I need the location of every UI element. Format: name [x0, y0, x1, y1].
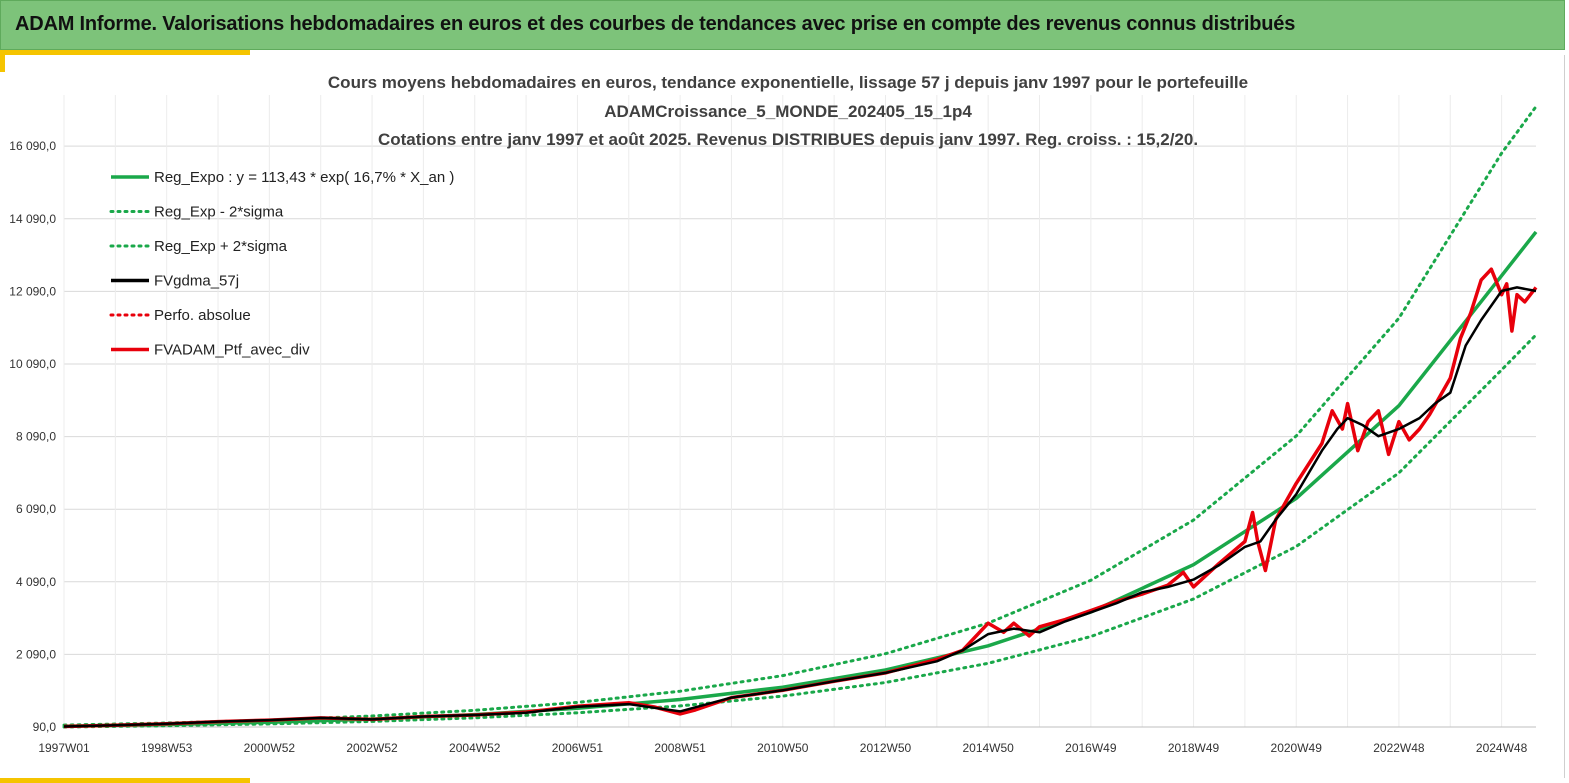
- x-tick-label: 1998W53: [141, 741, 193, 755]
- accent-bar-top: [0, 50, 250, 55]
- x-tick-label: 2020W49: [1271, 741, 1323, 755]
- fvgdma-57j-line: [63, 286, 1537, 728]
- y-tick-label: 2 090,0: [16, 647, 56, 661]
- chart-area: Cours moyens hebdomadaires en euros, ten…: [5, 55, 1565, 778]
- y-tick-label: 12 090,0: [9, 284, 56, 298]
- x-tick-label: 1997W01: [38, 741, 90, 755]
- legend: Reg_Expo : y = 113,43 * exp( 16,7% * X_a…: [109, 169, 454, 359]
- legend-label: FVgdma_57j: [154, 273, 239, 290]
- legend-label: Perfo. absolue: [154, 307, 251, 324]
- y-tick-label: 16 090,0: [9, 139, 56, 153]
- x-tick-label: 2012W50: [860, 741, 912, 755]
- legend-label: Reg_Expo : y = 113,43 * exp( 16,7% * X_a…: [154, 169, 454, 186]
- series: [62, 105, 1538, 729]
- chart-title-line-3: Cotations entre janv 1997 et août 2025. …: [378, 130, 1198, 149]
- x-tick-label: 2022W48: [1373, 741, 1425, 755]
- chart-title-line-2: ADAMCroissance_5_MONDE_202405_15_1p4: [604, 102, 972, 121]
- y-tick-label: 6 090,0: [16, 502, 56, 516]
- y-tick-label: 10 090,0: [9, 357, 56, 371]
- y-axis: 90,0 2 090,0 4 090,0 6 090,0 8 090,0 10 090,0…: [9, 139, 56, 734]
- legend-label: Reg_Exp - 2*sigma: [154, 204, 284, 221]
- y-tick-label: 90,0: [33, 720, 57, 734]
- chart-title-line-1: Cours moyens hebdomadaires en euros, ten…: [328, 73, 1248, 92]
- x-tick-label: 2000W52: [244, 741, 296, 755]
- page-title: ADAM Informe. Valorisations hebdomadaire…: [15, 13, 1296, 35]
- x-tick-label: 2008W51: [654, 741, 706, 755]
- reg-expo-line: [63, 230, 1538, 728]
- y-tick-label: 4 090,0: [16, 575, 56, 589]
- grid: [63, 95, 1536, 728]
- x-tick-label: 2014W50: [962, 741, 1014, 755]
- x-tick-label: 2010W50: [757, 741, 809, 755]
- x-tick-label: 2016W49: [1065, 741, 1117, 755]
- y-tick-label: 8 090,0: [16, 430, 56, 444]
- x-axis: 1997W01 1998W53 2000W52 2002W52 2004W52 2006W…: [38, 741, 1527, 755]
- fvadam-ptf-line: [63, 267, 1538, 729]
- x-tick-label: 2018W49: [1168, 741, 1220, 755]
- x-tick-label: 2006W51: [552, 741, 604, 755]
- reg-exp-plus-2sigma-line: [62, 105, 1538, 727]
- x-tick-label: 2024W48: [1476, 741, 1528, 755]
- header-banner: ADAM Informe. Valorisations hebdomadaire…: [0, 0, 1565, 50]
- chart-title: Cours moyens hebdomadaires en euros, ten…: [328, 73, 1248, 149]
- accent-bar-bottom: [0, 778, 250, 783]
- accent-bar-left: [0, 50, 5, 72]
- reg-exp-minus-2sigma-line: [62, 333, 1538, 729]
- legend-label: Reg_Exp + 2*sigma: [154, 238, 288, 255]
- y-tick-label: 14 090,0: [9, 212, 56, 226]
- x-tick-label: 2002W52: [346, 741, 398, 755]
- legend-label: FVADAM_Ptf_avec_div: [154, 342, 310, 359]
- line-chart: Cours moyens hebdomadaires en euros, ten…: [9, 73, 1538, 755]
- x-tick-label: 2004W52: [449, 741, 501, 755]
